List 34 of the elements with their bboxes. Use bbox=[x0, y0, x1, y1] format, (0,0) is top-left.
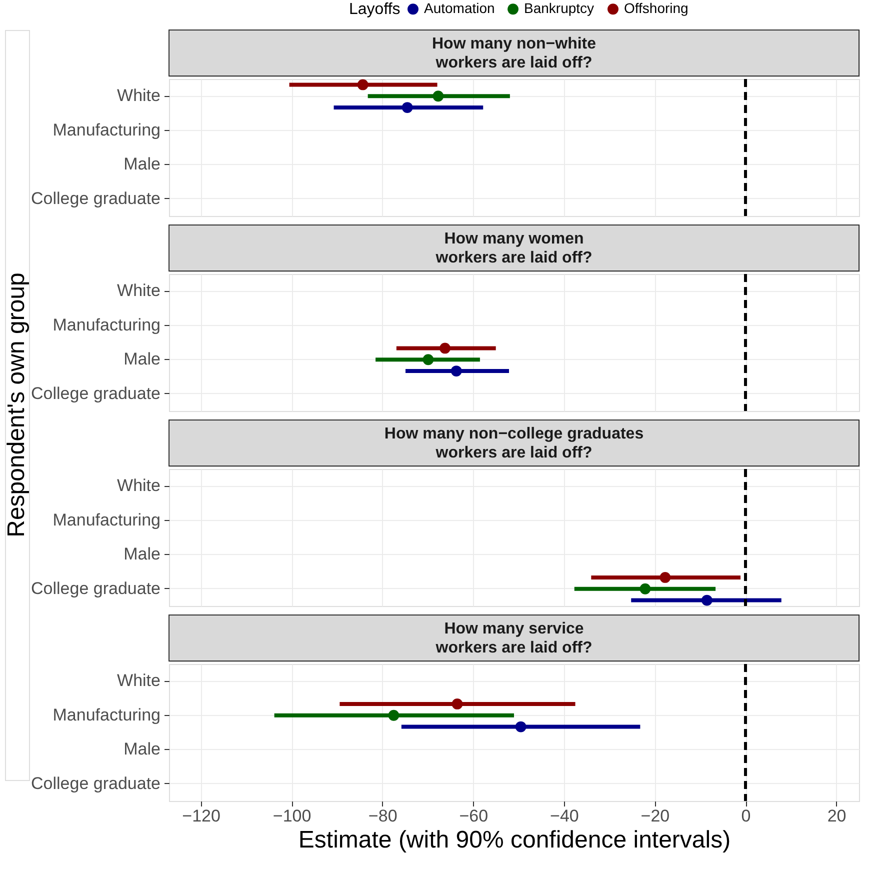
y-tick-label: White bbox=[117, 281, 160, 300]
legend-label: Automation bbox=[424, 0, 495, 16]
chart-title: How many service workers are laid off? bbox=[434, 620, 592, 656]
x-tick-label: 20 bbox=[827, 806, 846, 826]
y-tick-label: Manufacturing bbox=[52, 315, 160, 334]
y-tick-label: Manufacturing bbox=[52, 705, 160, 724]
y-tick-label: College graduate bbox=[31, 384, 160, 403]
y-tick-label: College graduate bbox=[31, 774, 160, 793]
legend-title: Layoffs bbox=[349, 1, 400, 18]
y-tick-label: Male bbox=[124, 544, 160, 564]
y-tick-label: White bbox=[117, 671, 160, 690]
y-tick-label: College graduate bbox=[31, 188, 160, 208]
x-axis-title: Estimate (with 90% confidence intervals) bbox=[298, 826, 731, 854]
y-tick-label: College graduate bbox=[31, 578, 160, 598]
y-tick-label: White bbox=[117, 86, 160, 106]
x-tick-label: 0 bbox=[741, 806, 751, 826]
y-tick-label: Male bbox=[124, 154, 160, 174]
chart-title: How many women workers are laid off? bbox=[434, 230, 592, 266]
y-tick-label: White bbox=[117, 476, 160, 496]
y-tick-label: Male bbox=[124, 350, 160, 369]
x-tick-label: −120 bbox=[182, 806, 220, 826]
y-tick-label: Manufacturing bbox=[52, 120, 160, 140]
legend-label: Offshoring bbox=[624, 0, 688, 16]
x-tick-label: −20 bbox=[640, 806, 670, 826]
y-tick-label: Manufacturing bbox=[52, 510, 160, 530]
legend-label: Bankruptcy bbox=[524, 0, 594, 16]
chart-title: How many non−college graduates workers are laid off? bbox=[384, 426, 644, 462]
x-tick-label: −100 bbox=[272, 806, 312, 826]
chart-title: How many non−white workers are laid off? bbox=[432, 36, 596, 72]
y-axis-title: Respondent's own group bbox=[3, 272, 30, 538]
y-tick-label: Male bbox=[124, 740, 160, 759]
x-tick-label: −80 bbox=[368, 806, 398, 826]
x-tick-label: −40 bbox=[550, 806, 579, 826]
x-tick-label: −60 bbox=[459, 806, 488, 826]
